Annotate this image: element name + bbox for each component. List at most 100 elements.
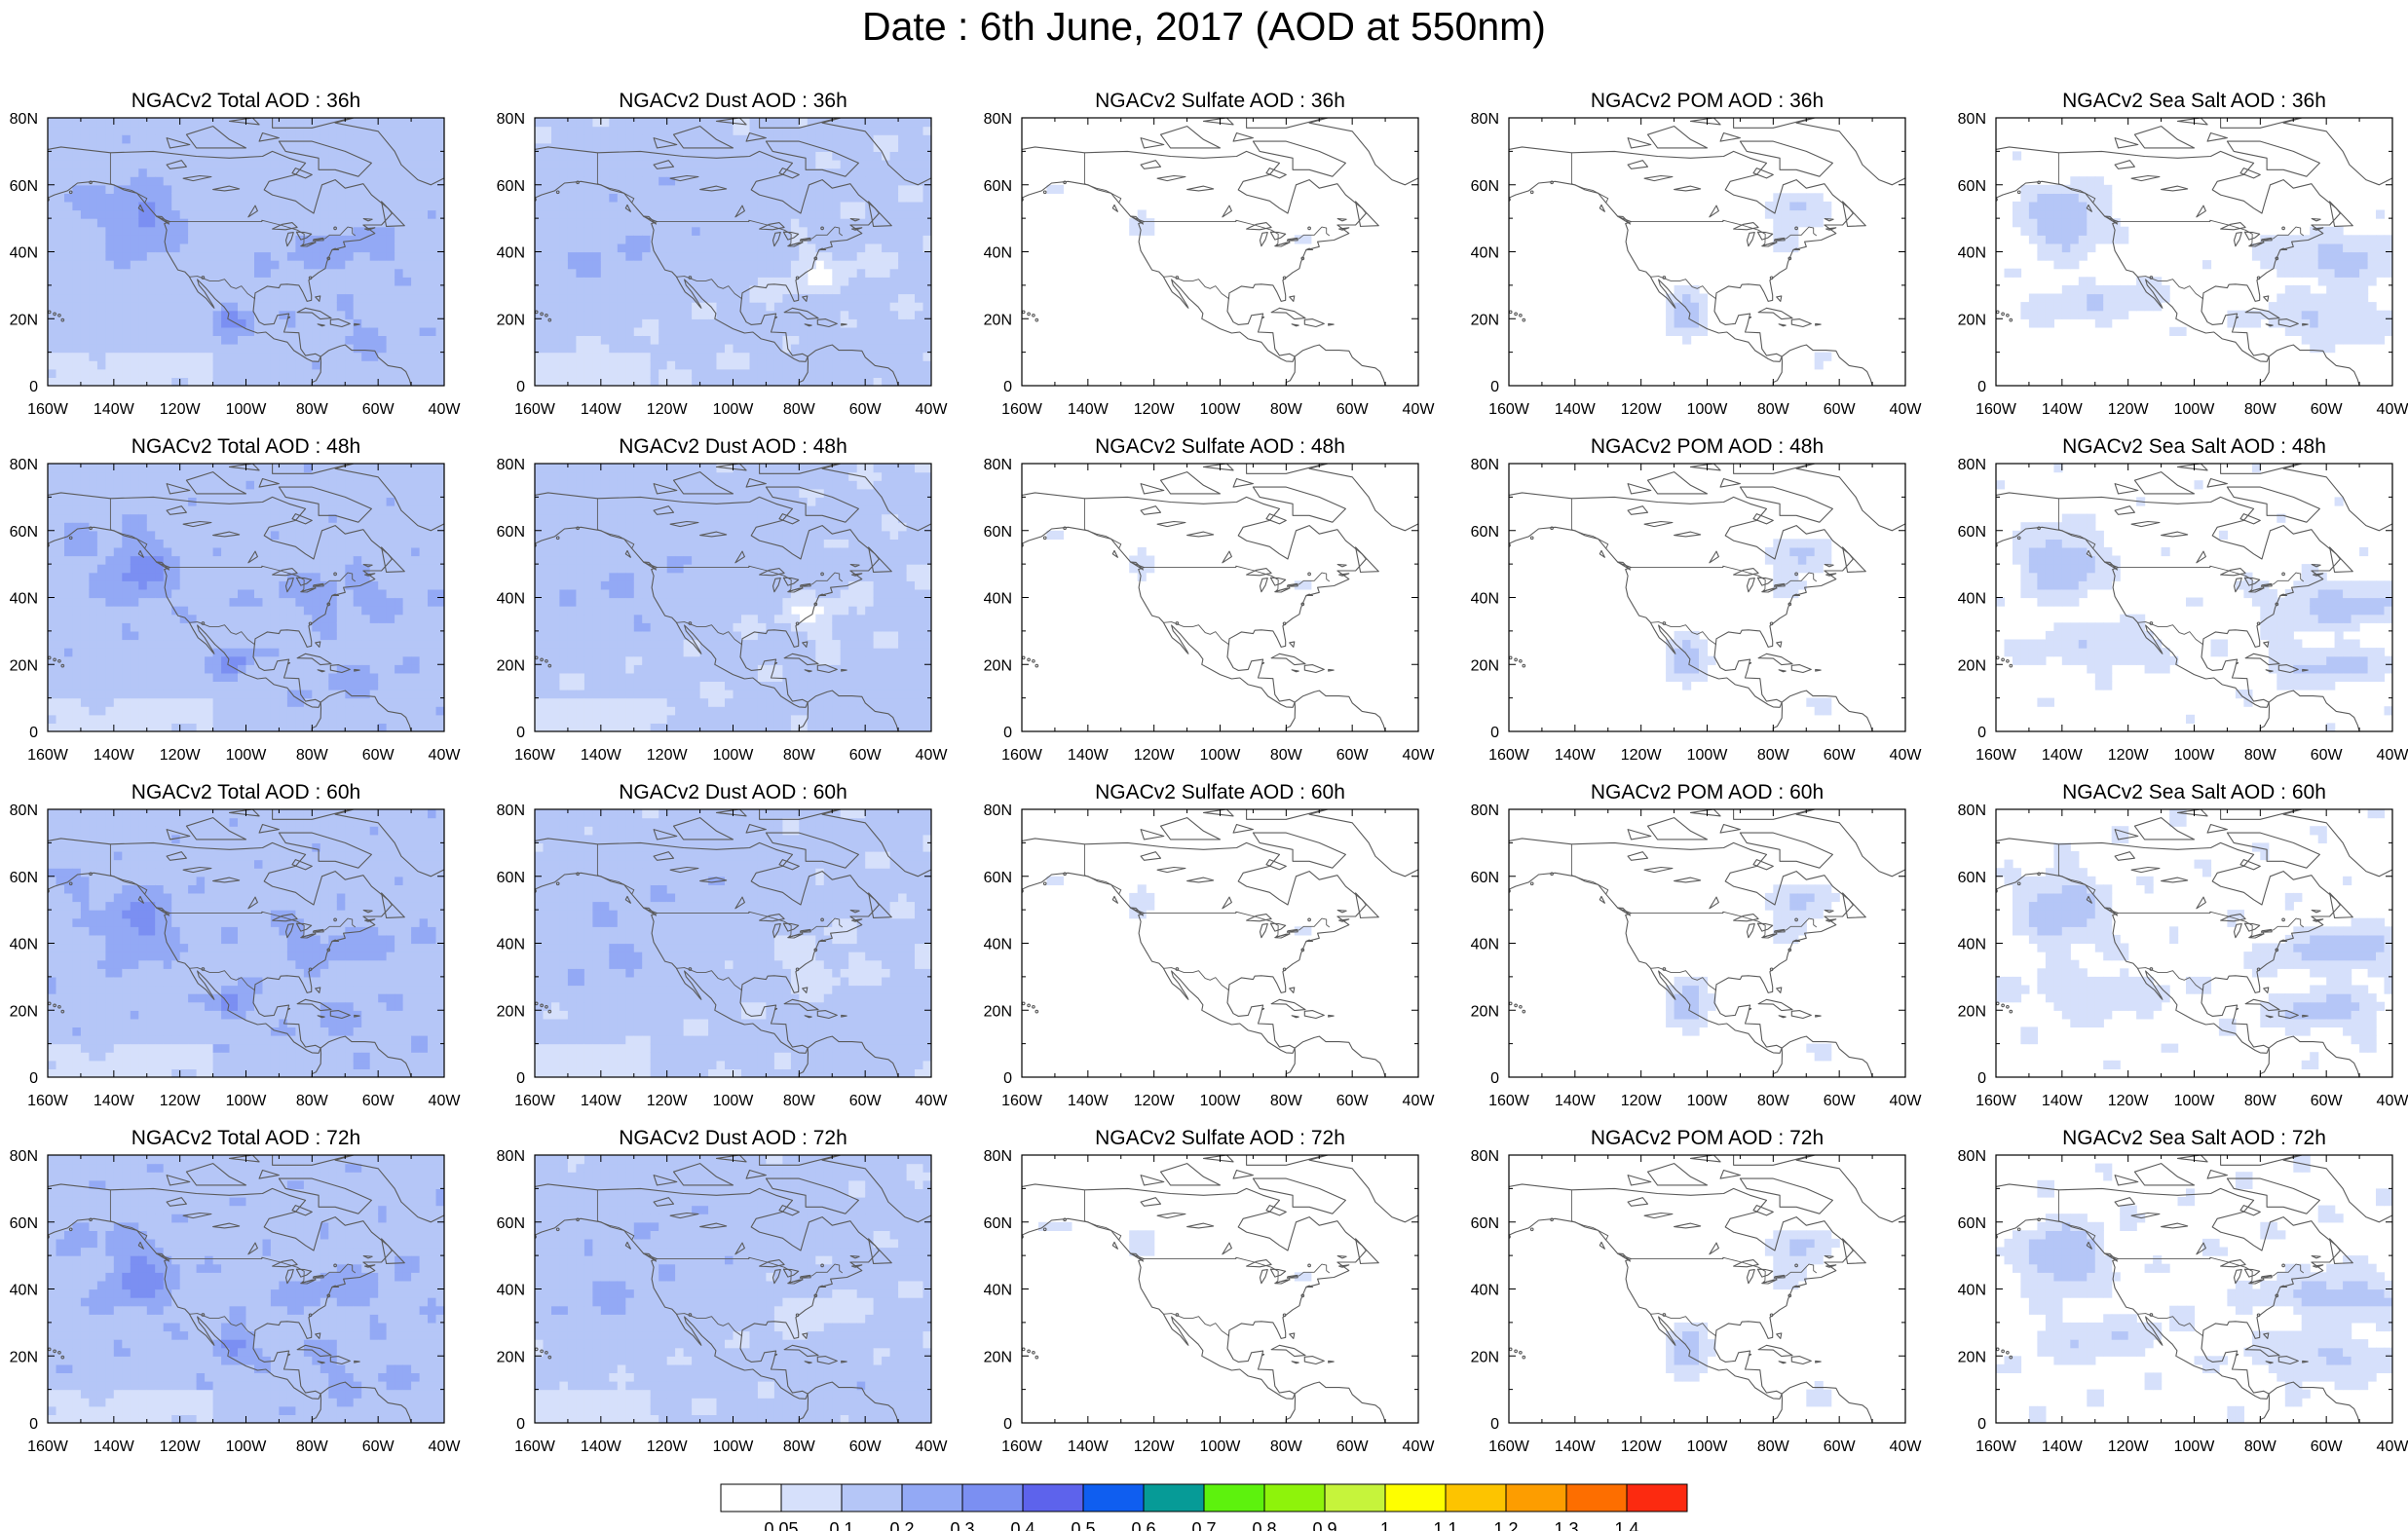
aod-cell	[155, 134, 165, 144]
aod-cell	[873, 344, 883, 354]
aod-cell	[245, 226, 255, 236]
aod-cell	[320, 243, 329, 253]
aod-cell	[221, 235, 231, 244]
coastline	[798, 344, 899, 386]
aod-cell	[2061, 235, 2071, 244]
aod-cell	[898, 134, 908, 144]
aod-cell	[113, 293, 123, 303]
aod-cell	[254, 142, 264, 152]
aod-cell	[320, 235, 329, 244]
aod-cell	[766, 326, 775, 336]
aod-cell	[56, 368, 65, 378]
aod-cell	[188, 530, 198, 540]
aod-cell	[790, 218, 800, 228]
aod-cell	[428, 218, 437, 228]
aod-cell	[303, 243, 313, 253]
aod-cell	[229, 690, 239, 699]
aod-cell	[402, 277, 412, 286]
aod-cell	[163, 209, 172, 219]
aod-cell	[906, 118, 916, 128]
aod-cell	[882, 176, 891, 186]
aod-cell	[155, 588, 165, 599]
aod-cell	[592, 226, 602, 236]
aod-cell	[361, 176, 371, 186]
aod-cell	[683, 176, 693, 186]
aod-cell	[221, 277, 231, 286]
lat-tick-label: 80N	[984, 111, 1012, 128]
aod-cell	[583, 268, 593, 278]
aod-cell	[658, 260, 668, 270]
aod-cell	[221, 260, 231, 270]
aod-cell	[312, 310, 321, 319]
aod-cell	[122, 368, 132, 378]
aod-cell	[535, 218, 545, 228]
aod-cell	[254, 310, 264, 319]
lat-tick-label: 60N	[984, 178, 1012, 195]
aod-cell	[72, 184, 82, 194]
lon-tick-label: 100W	[226, 401, 268, 418]
aod-cell	[567, 226, 577, 236]
aod-cell	[286, 697, 296, 707]
aod-cell	[196, 723, 206, 731]
aod-cell	[749, 176, 759, 186]
aod-cell	[279, 209, 288, 219]
aod-cell	[146, 546, 156, 557]
aod-cell	[2078, 209, 2088, 219]
aod-cell	[270, 655, 280, 665]
aod-cell	[270, 706, 280, 716]
aod-cell	[411, 209, 421, 219]
aod-cell	[56, 530, 65, 540]
aod-cell	[105, 302, 115, 312]
aod-cell	[171, 335, 181, 345]
aod-cell	[130, 522, 139, 532]
aod-cell	[807, 368, 816, 378]
aod-cell	[428, 193, 437, 203]
aod-cell	[72, 614, 82, 623]
aod-cell	[848, 168, 858, 177]
aod-cell	[262, 672, 272, 682]
aod-cell	[72, 488, 82, 498]
aod-cell	[229, 546, 239, 557]
aod-cell	[245, 284, 255, 295]
aod-cell	[245, 622, 255, 632]
aod-cell	[48, 201, 57, 211]
aod-cell	[96, 648, 106, 657]
aod-cell	[576, 368, 585, 378]
aod-cell	[2094, 184, 2104, 194]
aod-cell	[2251, 243, 2261, 253]
aod-cell	[245, 588, 255, 599]
aod-cell	[96, 471, 106, 481]
aod-cell	[336, 377, 346, 386]
aod-cell	[567, 352, 577, 361]
aod-cell	[279, 201, 288, 211]
aod-cell	[96, 546, 106, 557]
aod-cell	[72, 505, 82, 515]
aod-cell	[205, 184, 214, 194]
aod-cell	[699, 193, 709, 203]
aod-cell	[254, 151, 264, 161]
aod-cell	[56, 151, 65, 161]
aod-cell	[1682, 326, 1692, 336]
aod-cell	[138, 218, 148, 228]
aod-cell	[658, 193, 668, 203]
aod-cell	[848, 126, 858, 135]
aod-cell	[254, 648, 264, 657]
aod-cell	[196, 697, 206, 707]
aod-cell	[229, 664, 239, 674]
aod-cell	[683, 209, 693, 219]
island-dot	[1787, 256, 1792, 261]
aod-cell	[757, 352, 767, 361]
aod-cell	[782, 368, 792, 378]
aod-cell	[378, 360, 388, 370]
aod-cell	[551, 151, 561, 161]
aod-cell	[56, 268, 65, 278]
aod-cell	[848, 201, 858, 211]
aod-cell	[353, 251, 362, 261]
aod-cell	[130, 480, 139, 490]
aod-cell	[48, 352, 57, 361]
aod-cell	[650, 176, 659, 186]
aod-cell	[122, 209, 132, 219]
coastline	[1842, 201, 1866, 227]
aod-cell	[1682, 335, 1692, 345]
